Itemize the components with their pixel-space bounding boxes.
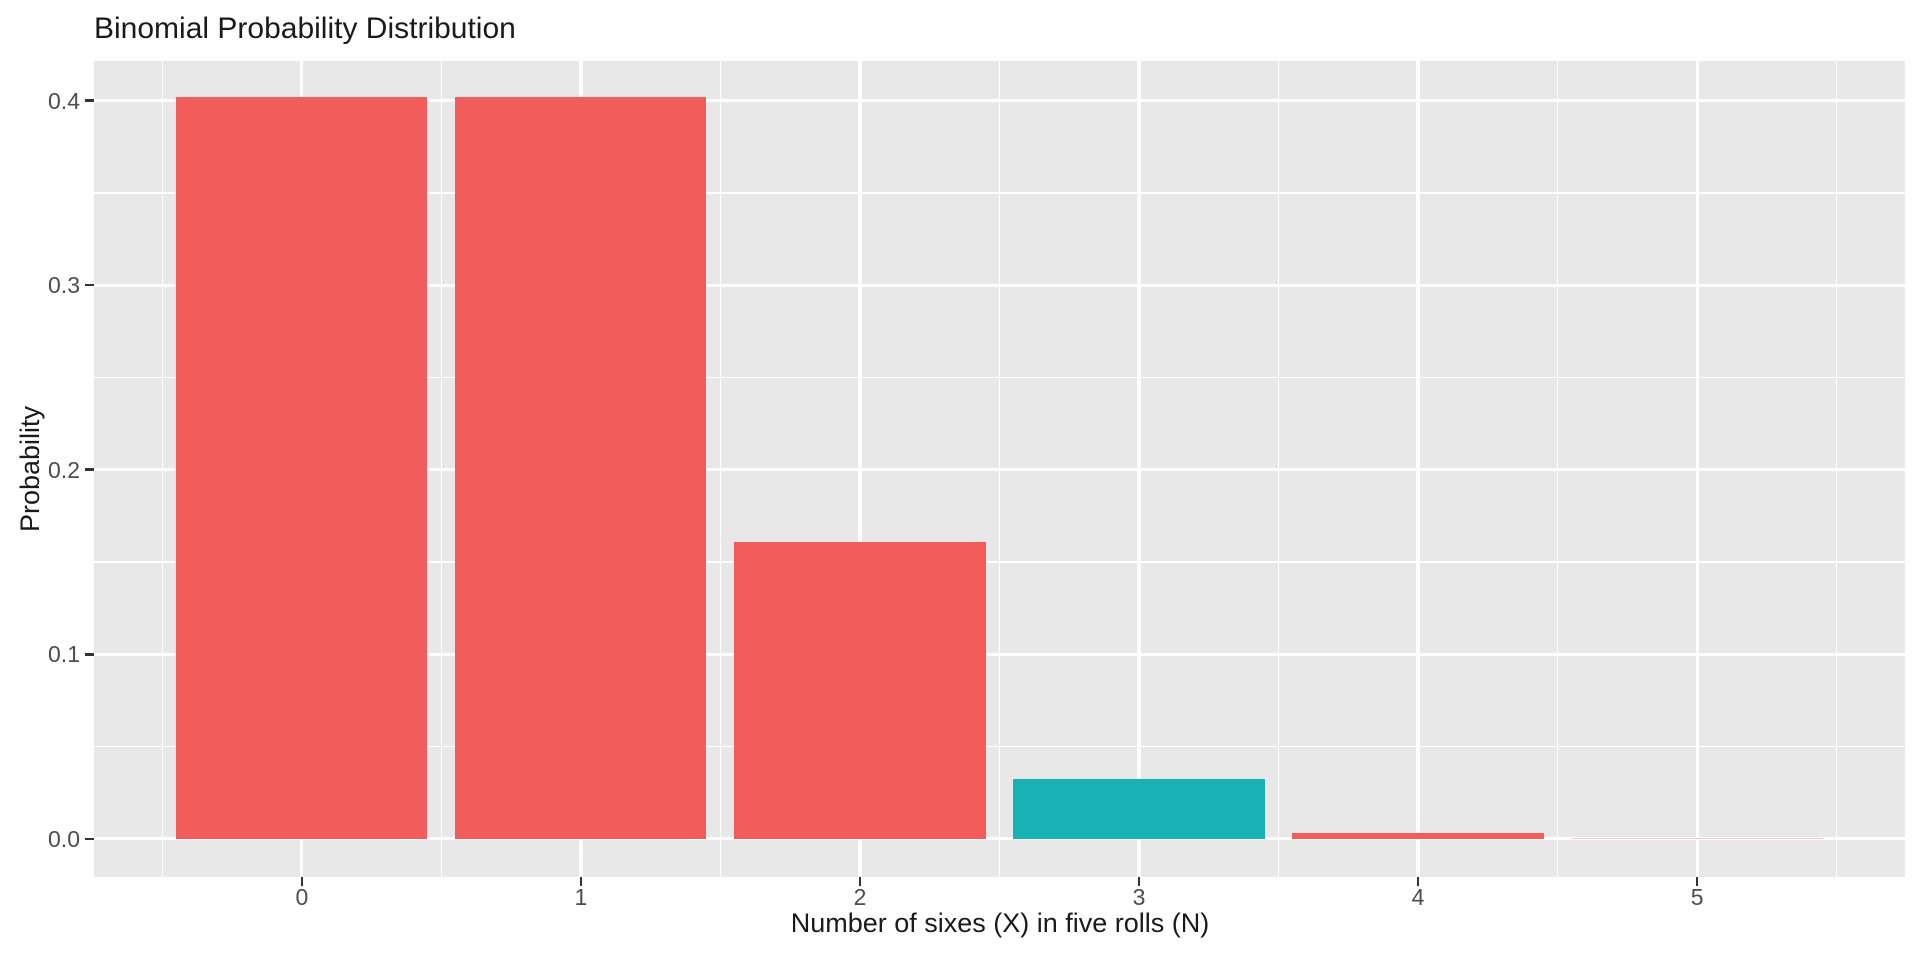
plot-panel xyxy=(94,61,1905,877)
y-tick-label: 0.0 xyxy=(48,825,80,852)
x-tick-mark xyxy=(579,877,583,886)
y-tick-mark xyxy=(85,283,94,287)
x-tick-mark xyxy=(858,877,862,886)
bar-x4 xyxy=(1292,832,1544,839)
y-tick-mark xyxy=(85,99,94,102)
x-major-gridline xyxy=(1695,61,1699,877)
x-major-gridline xyxy=(1137,61,1141,877)
y-major-gridline xyxy=(94,283,1905,287)
x-tick-mark xyxy=(1416,877,1420,886)
y-tick-mark xyxy=(85,653,94,656)
y-major-gridline xyxy=(94,652,1905,656)
y-axis-title: Probability xyxy=(15,405,45,533)
x-tick-label: 4 xyxy=(1411,884,1425,910)
x-tick-label: 0 xyxy=(295,884,309,910)
bar-x2 xyxy=(734,542,986,839)
bar-x1 xyxy=(455,97,707,839)
bar-x5 xyxy=(1571,837,1823,839)
x-major-gridline xyxy=(1416,61,1420,877)
y-major-gridline xyxy=(94,468,1905,472)
y-tick-label: 0.2 xyxy=(48,456,80,483)
x-tick-mark xyxy=(1137,877,1141,886)
x-tick-mark xyxy=(1695,877,1699,886)
y-tick-mark xyxy=(85,468,94,471)
y-major-gridline xyxy=(94,99,1905,103)
y-tick-mark xyxy=(85,837,94,841)
bar-x0 xyxy=(176,97,428,839)
x-tick-label: 5 xyxy=(1690,884,1704,910)
x-major-gridline xyxy=(858,61,862,877)
y-tick-label: 0.1 xyxy=(48,641,80,668)
x-axis-title: Number of sixes (X) in five rolls (N) xyxy=(790,908,1210,938)
y-major-gridline xyxy=(94,837,1905,841)
x-tick-label: 2 xyxy=(853,884,867,910)
x-tick-label: 1 xyxy=(574,884,588,910)
bar-x3 xyxy=(1013,779,1265,839)
x-tick-mark xyxy=(300,877,304,886)
x-tick-label: 3 xyxy=(1132,884,1146,910)
y-tick-label: 0.3 xyxy=(48,272,80,299)
chart-title: Binomial Probability Distribution xyxy=(94,12,516,45)
y-tick-label: 0.4 xyxy=(48,87,80,114)
